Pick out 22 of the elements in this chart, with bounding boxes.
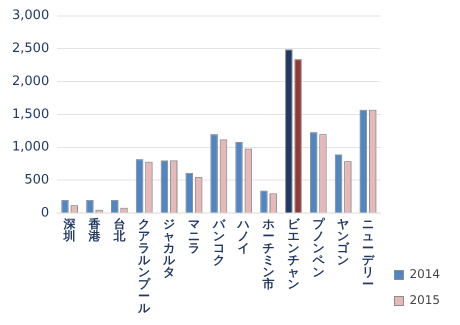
x-tick-label: ニューデリー [362,217,376,292]
x-tick-label: バンコク [212,217,226,268]
x-tick-label: 台北 [112,217,126,244]
x-tick-label: ジャカルタ [162,217,176,280]
y-tick-label: 1,500 [12,106,50,122]
x-tick-label: 香港 [88,217,102,244]
x-tick-label: ハノイ [236,217,250,256]
y-tick-label: 3,000 [12,8,50,24]
y-tick-label: 500 [24,172,50,188]
y-tick-label: 0 [40,205,50,220]
x-tick-label: クアラルンプール [137,217,152,316]
y-tick-label: 1,000 [12,140,50,155]
x-tick-label: マニラ [188,217,200,256]
y-tick-label: 2,000 [12,74,50,89]
legend-label: 2014 [409,267,440,282]
x-tick-label: プノンペン [311,217,326,280]
x-tick-label: ビエンチャン [287,217,300,292]
x-tick-label: ホーチミン市 [262,217,275,292]
x-tick-label: ヤンゴン [337,217,350,268]
x-tick-label: 深圳 [62,217,77,244]
y-tick-label: 2,500 [12,41,50,56]
legend-label: 2015 [409,293,440,308]
